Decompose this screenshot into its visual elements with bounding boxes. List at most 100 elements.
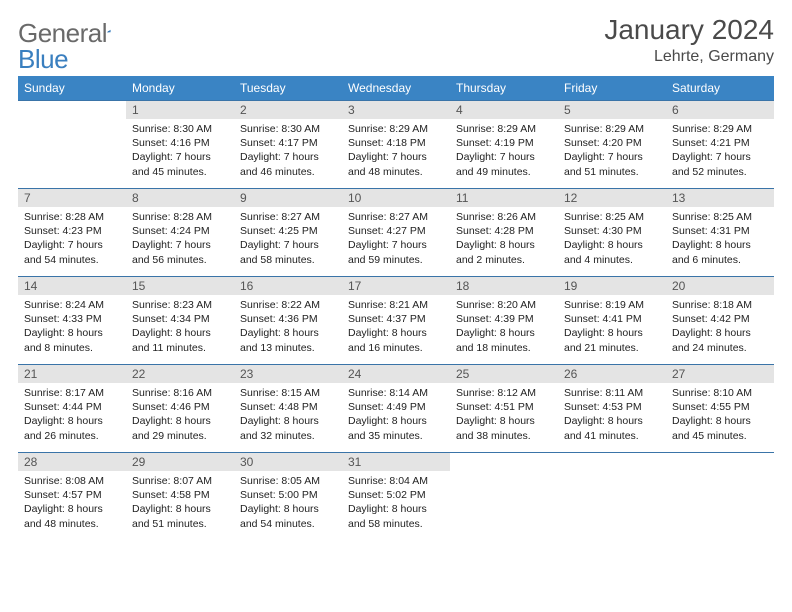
- day-number: 6: [666, 101, 774, 119]
- sunset-text: Sunset: 4:19 PM: [456, 136, 552, 150]
- daylight-text: Daylight: 7 hours and 54 minutes.: [24, 238, 120, 266]
- day-number: 19: [558, 277, 666, 295]
- day-number: 5: [558, 101, 666, 119]
- daylight-text: Daylight: 7 hours and 59 minutes.: [348, 238, 444, 266]
- sunset-text: Sunset: 4:18 PM: [348, 136, 444, 150]
- calendar-day-cell: 14Sunrise: 8:24 AMSunset: 4:33 PMDayligh…: [18, 277, 126, 365]
- day-number: 4: [450, 101, 558, 119]
- day-number: 20: [666, 277, 774, 295]
- day-number: 31: [342, 453, 450, 471]
- daylight-text: Daylight: 8 hours and 13 minutes.: [240, 326, 336, 354]
- sunset-text: Sunset: 4:46 PM: [132, 400, 228, 414]
- calendar-day-cell: 11Sunrise: 8:26 AMSunset: 4:28 PMDayligh…: [450, 189, 558, 277]
- sunrise-text: Sunrise: 8:29 AM: [564, 122, 660, 136]
- sunrise-text: Sunrise: 8:07 AM: [132, 474, 228, 488]
- calendar-day-cell: 2Sunrise: 8:30 AMSunset: 4:17 PMDaylight…: [234, 101, 342, 189]
- calendar-day-cell: 27Sunrise: 8:10 AMSunset: 4:55 PMDayligh…: [666, 365, 774, 453]
- daylight-text: Daylight: 8 hours and 51 minutes.: [132, 502, 228, 530]
- sunrise-text: Sunrise: 8:20 AM: [456, 298, 552, 312]
- daylight-text: Daylight: 8 hours and 29 minutes.: [132, 414, 228, 442]
- sunset-text: Sunset: 4:37 PM: [348, 312, 444, 326]
- sunset-text: Sunset: 4:31 PM: [672, 224, 768, 238]
- sunrise-text: Sunrise: 8:28 AM: [132, 210, 228, 224]
- calendar-week-row: 28Sunrise: 8:08 AMSunset: 4:57 PMDayligh…: [18, 453, 774, 541]
- daylight-text: Daylight: 8 hours and 21 minutes.: [564, 326, 660, 354]
- day-number: 21: [18, 365, 126, 383]
- sunset-text: Sunset: 4:21 PM: [672, 136, 768, 150]
- brand-text-2-wrap: Blue: [18, 44, 68, 75]
- day-number: 28: [18, 453, 126, 471]
- day-data: Sunrise: 8:20 AMSunset: 4:39 PMDaylight:…: [450, 295, 558, 361]
- daylight-text: Daylight: 7 hours and 52 minutes.: [672, 150, 768, 178]
- calendar-week-row: 21Sunrise: 8:17 AMSunset: 4:44 PMDayligh…: [18, 365, 774, 453]
- sunrise-text: Sunrise: 8:11 AM: [564, 386, 660, 400]
- sunrise-text: Sunrise: 8:10 AM: [672, 386, 768, 400]
- sunset-text: Sunset: 4:58 PM: [132, 488, 228, 502]
- calendar-day-cell: 18Sunrise: 8:20 AMSunset: 4:39 PMDayligh…: [450, 277, 558, 365]
- sunset-text: Sunset: 5:02 PM: [348, 488, 444, 502]
- daylight-text: Daylight: 8 hours and 48 minutes.: [24, 502, 120, 530]
- daylight-text: Daylight: 8 hours and 18 minutes.: [456, 326, 552, 354]
- calendar-day-cell: 6Sunrise: 8:29 AMSunset: 4:21 PMDaylight…: [666, 101, 774, 189]
- day-number: 3: [342, 101, 450, 119]
- weekday-header: Monday: [126, 76, 234, 101]
- day-data: Sunrise: 8:29 AMSunset: 4:19 PMDaylight:…: [450, 119, 558, 185]
- sunrise-text: Sunrise: 8:19 AM: [564, 298, 660, 312]
- weekday-header: Saturday: [666, 76, 774, 101]
- daylight-text: Daylight: 7 hours and 58 minutes.: [240, 238, 336, 266]
- day-number: 12: [558, 189, 666, 207]
- calendar-day-cell: 10Sunrise: 8:27 AMSunset: 4:27 PMDayligh…: [342, 189, 450, 277]
- daylight-text: Daylight: 8 hours and 8 minutes.: [24, 326, 120, 354]
- calendar-day-cell: 15Sunrise: 8:23 AMSunset: 4:34 PMDayligh…: [126, 277, 234, 365]
- sunset-text: Sunset: 4:42 PM: [672, 312, 768, 326]
- sunset-text: Sunset: 4:36 PM: [240, 312, 336, 326]
- day-data: Sunrise: 8:30 AMSunset: 4:17 PMDaylight:…: [234, 119, 342, 185]
- sunset-text: Sunset: 4:55 PM: [672, 400, 768, 414]
- day-data: Sunrise: 8:18 AMSunset: 4:42 PMDaylight:…: [666, 295, 774, 361]
- sunrise-text: Sunrise: 8:27 AM: [240, 210, 336, 224]
- calendar-day-cell: 4Sunrise: 8:29 AMSunset: 4:19 PMDaylight…: [450, 101, 558, 189]
- day-number: 30: [234, 453, 342, 471]
- title-block: January 2024 Lehrte, Germany: [604, 14, 774, 66]
- calendar-day-cell: 1Sunrise: 8:30 AMSunset: 4:16 PMDaylight…: [126, 101, 234, 189]
- sunset-text: Sunset: 4:57 PM: [24, 488, 120, 502]
- sunset-text: Sunset: 4:51 PM: [456, 400, 552, 414]
- day-number: 26: [558, 365, 666, 383]
- day-data: Sunrise: 8:22 AMSunset: 4:36 PMDaylight:…: [234, 295, 342, 361]
- weekday-header-row: Sunday Monday Tuesday Wednesday Thursday…: [18, 76, 774, 101]
- sunset-text: Sunset: 4:20 PM: [564, 136, 660, 150]
- sunrise-text: Sunrise: 8:24 AM: [24, 298, 120, 312]
- sunrise-text: Sunrise: 8:17 AM: [24, 386, 120, 400]
- sunset-text: Sunset: 5:00 PM: [240, 488, 336, 502]
- calendar-day-cell: 29Sunrise: 8:07 AMSunset: 4:58 PMDayligh…: [126, 453, 234, 541]
- day-number: 25: [450, 365, 558, 383]
- day-data: Sunrise: 8:24 AMSunset: 4:33 PMDaylight:…: [18, 295, 126, 361]
- sunrise-text: Sunrise: 8:14 AM: [348, 386, 444, 400]
- daylight-text: Daylight: 8 hours and 58 minutes.: [348, 502, 444, 530]
- sunset-text: Sunset: 4:27 PM: [348, 224, 444, 238]
- day-data: Sunrise: 8:25 AMSunset: 4:30 PMDaylight:…: [558, 207, 666, 273]
- day-data: Sunrise: 8:11 AMSunset: 4:53 PMDaylight:…: [558, 383, 666, 449]
- brand-triangle-icon: [107, 21, 111, 41]
- sunset-text: Sunset: 4:39 PM: [456, 312, 552, 326]
- calendar-day-cell: 23Sunrise: 8:15 AMSunset: 4:48 PMDayligh…: [234, 365, 342, 453]
- sunrise-text: Sunrise: 8:05 AM: [240, 474, 336, 488]
- day-data: Sunrise: 8:23 AMSunset: 4:34 PMDaylight:…: [126, 295, 234, 361]
- weekday-header: Thursday: [450, 76, 558, 101]
- day-data: Sunrise: 8:04 AMSunset: 5:02 PMDaylight:…: [342, 471, 450, 537]
- daylight-text: Daylight: 8 hours and 4 minutes.: [564, 238, 660, 266]
- daylight-text: Daylight: 8 hours and 41 minutes.: [564, 414, 660, 442]
- day-number: 10: [342, 189, 450, 207]
- day-data: Sunrise: 8:12 AMSunset: 4:51 PMDaylight:…: [450, 383, 558, 449]
- daylight-text: Daylight: 8 hours and 2 minutes.: [456, 238, 552, 266]
- day-number: 11: [450, 189, 558, 207]
- calendar-day-cell: 24Sunrise: 8:14 AMSunset: 4:49 PMDayligh…: [342, 365, 450, 453]
- day-number: 24: [342, 365, 450, 383]
- day-number: 18: [450, 277, 558, 295]
- day-number: 8: [126, 189, 234, 207]
- day-data: Sunrise: 8:15 AMSunset: 4:48 PMDaylight:…: [234, 383, 342, 449]
- sunrise-text: Sunrise: 8:29 AM: [348, 122, 444, 136]
- calendar-day-cell: 8Sunrise: 8:28 AMSunset: 4:24 PMDaylight…: [126, 189, 234, 277]
- daylight-text: Daylight: 7 hours and 45 minutes.: [132, 150, 228, 178]
- sunset-text: Sunset: 4:28 PM: [456, 224, 552, 238]
